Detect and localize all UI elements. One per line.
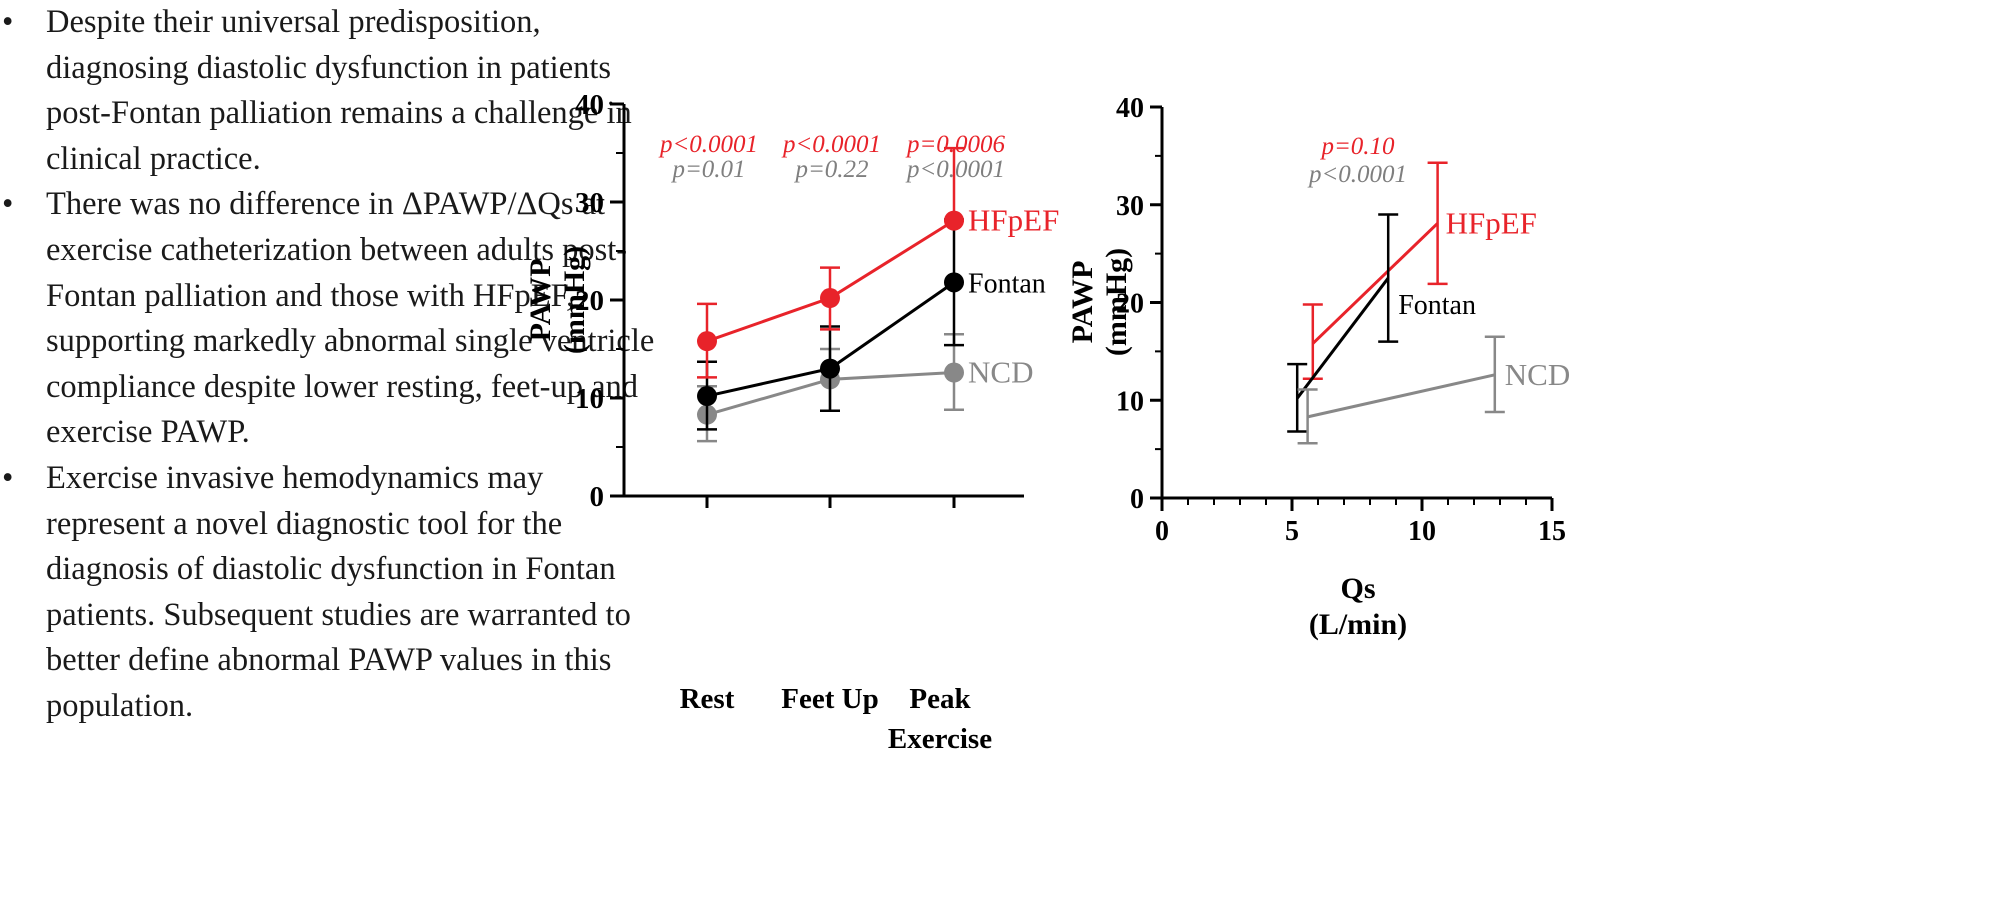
series-ncd: NCD xyxy=(1297,335,1570,445)
bullet-item: • There was no difference in ΔPAWP/ΔQs at… xyxy=(0,182,660,456)
p-value-red: p<0.0001 xyxy=(658,131,758,158)
data-point xyxy=(944,210,964,231)
y-axis-label-line: (mmHg) xyxy=(1100,248,1133,356)
y-axis-label: PAWP (mmHg) xyxy=(524,246,591,354)
bullet-marker: • xyxy=(2,459,14,496)
bullet-text: There was no difference in ΔPAWP/ΔQs at … xyxy=(46,186,655,451)
p-value-red: p<0.0001 xyxy=(781,131,881,158)
series-label: Fontan xyxy=(1398,290,1476,321)
data-point xyxy=(820,358,840,379)
bullet-text: Despite their universal predisposition, … xyxy=(46,4,632,177)
data-point xyxy=(820,288,840,309)
y-axis-label-line: PAWP xyxy=(1066,261,1099,344)
y-axis-label-line: PAWP xyxy=(524,259,557,342)
bullet-marker: • xyxy=(2,186,14,223)
series-label: Fontan xyxy=(968,268,1046,299)
summary-bullets: • Despite their universal predisposition,… xyxy=(0,0,660,730)
x-tick-label: Exercise xyxy=(888,723,992,755)
x-tick-label: Feet Up xyxy=(781,683,878,715)
y-tick-label: 30 xyxy=(1116,191,1144,222)
bullet-item: • Exercise invasive hemodynamics may repr… xyxy=(0,456,660,730)
x-tick-label: 5 xyxy=(1285,516,1299,547)
p-value-gray: p=0.01 xyxy=(670,156,745,183)
series-label: NCD xyxy=(968,355,1033,390)
bullet-item: • Despite their universal predisposition,… xyxy=(0,0,660,182)
series-label: HFpEF xyxy=(1446,205,1537,240)
y-tick-label: 30 xyxy=(575,187,604,219)
data-point xyxy=(697,386,717,407)
series-fontan: Fontan xyxy=(1287,213,1476,433)
y-tick-label: 0 xyxy=(590,481,605,513)
series-hfpef: HFpEF xyxy=(1302,161,1537,380)
bullet-text: Exercise invasive hemodynamics may repre… xyxy=(46,459,631,724)
y-tick-label: 20 xyxy=(1116,289,1144,320)
series-label: NCD xyxy=(1505,357,1570,392)
p-value-gray: p=0.22 xyxy=(793,156,868,183)
x-tick-label: 10 xyxy=(1408,516,1436,547)
y-axis-label-line: (mmHg) xyxy=(558,246,591,354)
data-point xyxy=(697,331,717,352)
p-value-red: p=0.10 xyxy=(1319,133,1395,160)
x-axis-label-line: Qs xyxy=(1340,572,1375,605)
y-tick-label: 20 xyxy=(575,285,604,317)
y-tick-label: 10 xyxy=(1116,386,1144,417)
data-point xyxy=(944,362,964,383)
y-tick-label: 40 xyxy=(1116,93,1144,124)
bullet-marker: • xyxy=(2,4,14,40)
y-tick-label: 10 xyxy=(575,383,604,415)
series-ncd: NCD xyxy=(697,333,1033,443)
x-tick-label: Rest xyxy=(680,683,735,715)
x-tick-label: 15 xyxy=(1538,516,1566,547)
series-line xyxy=(1307,373,1496,419)
series-hfpef: HFpEF xyxy=(697,146,1059,379)
series-line xyxy=(1311,222,1439,345)
p-value-gray: p<0.0001 xyxy=(1307,161,1407,188)
series-line xyxy=(1296,277,1390,400)
y-tick-label: 0 xyxy=(1130,484,1144,515)
y-tick-label: 40 xyxy=(575,89,604,121)
data-point xyxy=(944,272,964,293)
y-axis-label: PAWP (mmHg) xyxy=(1066,248,1133,356)
x-tick-label: 0 xyxy=(1155,516,1169,547)
x-axis-label-line: (L/min) xyxy=(1309,608,1407,641)
x-tick-label: Peak xyxy=(909,683,971,715)
series-label: HFpEF xyxy=(968,203,1059,238)
